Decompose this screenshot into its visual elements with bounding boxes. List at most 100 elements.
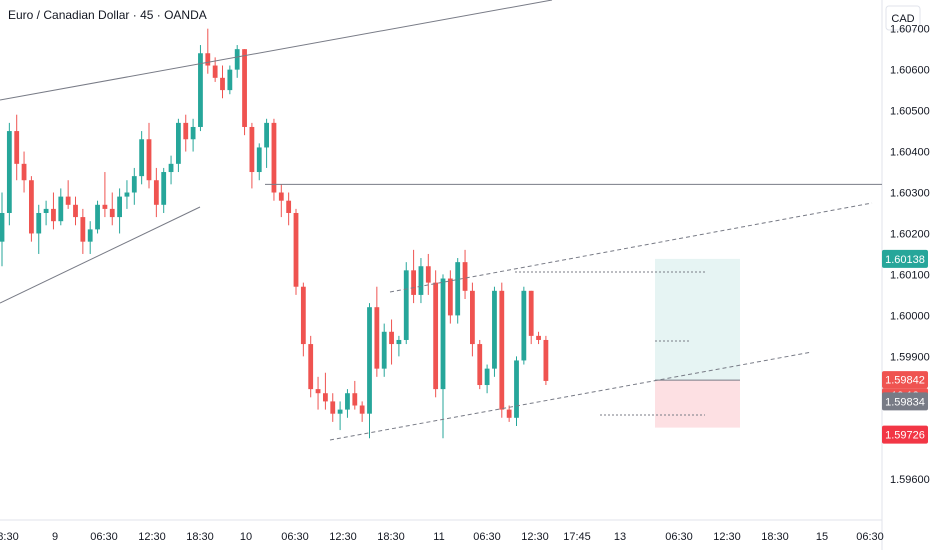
candle-body <box>337 409 343 414</box>
time-tick-label: 06:30 <box>665 531 693 543</box>
candle-body <box>315 389 321 394</box>
candle-body <box>80 217 86 242</box>
candle-body <box>0 212 5 242</box>
price-tag-stop-bg <box>882 425 928 444</box>
price-tag-green: 1.60138 <box>885 254 925 266</box>
candle-body <box>131 176 137 193</box>
candle-body <box>323 393 328 402</box>
candle-body <box>425 266 431 283</box>
candle-body <box>499 290 505 410</box>
candle-body <box>43 208 49 213</box>
time-tick-label: 8:30 <box>0 531 19 543</box>
candle-body <box>51 208 56 222</box>
candle-body <box>359 405 365 414</box>
candle-body <box>249 126 255 173</box>
candle-body <box>58 196 64 222</box>
candle-body <box>411 270 416 295</box>
price-tag-last: 1.59842 <box>885 375 925 387</box>
candle-body <box>514 360 519 418</box>
price-tick-label: 1.60500 <box>890 106 930 118</box>
price-tick-label: 1.60700 <box>890 24 930 36</box>
currency-box <box>885 5 921 31</box>
currency-label: CAD <box>891 13 914 25</box>
price-tick-label: 1.59600 <box>890 474 930 486</box>
candle-body <box>234 49 240 70</box>
candle-body <box>14 131 20 164</box>
candle-body <box>381 331 387 369</box>
candle-body <box>212 65 218 78</box>
price-tick-label: 1.60400 <box>890 147 930 159</box>
candle-body <box>220 77 225 91</box>
candle-body <box>543 339 549 381</box>
candle-body <box>198 53 203 127</box>
candle-body <box>330 401 336 414</box>
candle-body <box>418 266 424 295</box>
candle-body <box>536 335 541 340</box>
candle-body <box>389 331 394 345</box>
candle-body <box>153 180 159 205</box>
channel-lower-line <box>329 351 813 441</box>
candle-body <box>242 49 247 127</box>
price-tick-label: 1.60600 <box>890 65 930 77</box>
price-tick-label: 1.60000 <box>890 310 930 322</box>
trendline-upper <box>0 0 553 101</box>
candle-body <box>528 290 534 336</box>
candle-body <box>124 192 130 197</box>
candle-body <box>65 196 71 205</box>
candle-body <box>455 262 461 316</box>
candle-body <box>352 393 358 406</box>
time-tick-label: 18:30 <box>761 531 789 543</box>
price-tag-green-bg <box>882 249 928 268</box>
candle-body <box>286 200 292 213</box>
candle-body <box>521 290 527 361</box>
price-tick-label: 1.59900 <box>890 351 930 363</box>
stop-zone <box>655 380 740 428</box>
time-tick-label: 11 <box>433 531 444 543</box>
candle-body <box>73 204 78 218</box>
channel-upper-line <box>389 202 873 293</box>
candle-body <box>484 368 490 386</box>
candle-body <box>462 262 468 291</box>
candle-body <box>161 172 167 205</box>
price-tag-gray-bg <box>882 392 928 411</box>
candle-body <box>367 307 372 414</box>
candle-body <box>470 290 475 345</box>
candle-body <box>264 122 269 148</box>
time-tick-label: 9 <box>52 531 58 543</box>
time-tick-label: 12:30 <box>329 531 357 543</box>
candle-body <box>21 163 27 181</box>
candle-body <box>205 53 211 66</box>
price-tick-label: 1.60100 <box>890 269 930 281</box>
time-tick-label: 12:30 <box>521 531 549 543</box>
candle-body <box>293 212 299 287</box>
candle-body <box>300 286 306 345</box>
price-tag-last-bg <box>882 371 928 389</box>
price-tick-label: 1.60200 <box>890 228 930 240</box>
candle-body <box>6 131 12 213</box>
time-tick-label: 18:30 <box>377 531 405 543</box>
candle-body <box>345 393 350 410</box>
time-tick-label: 18:30 <box>186 531 214 543</box>
time-tick-label: 17:45 <box>563 531 591 543</box>
candle-body <box>271 122 277 193</box>
candle-body <box>477 344 483 386</box>
price-tick-label: 1.60300 <box>890 188 930 200</box>
candle-body <box>146 139 152 181</box>
chart-title: Euro / Canadian Dollar · 45 · OANDA <box>8 8 207 22</box>
candle-body <box>278 192 284 201</box>
candle-body <box>102 204 108 209</box>
candle-body <box>447 278 453 316</box>
candle-body <box>29 180 34 234</box>
candle-body <box>403 270 409 340</box>
candle-body <box>117 196 122 218</box>
candle-body <box>506 409 512 418</box>
candle-body <box>168 163 174 173</box>
candle-body <box>492 290 497 369</box>
candle-body <box>139 139 145 177</box>
candle-body <box>227 69 233 91</box>
time-tick-label: 10 <box>240 531 252 543</box>
candle-body <box>36 212 42 234</box>
candle-body <box>183 122 189 140</box>
